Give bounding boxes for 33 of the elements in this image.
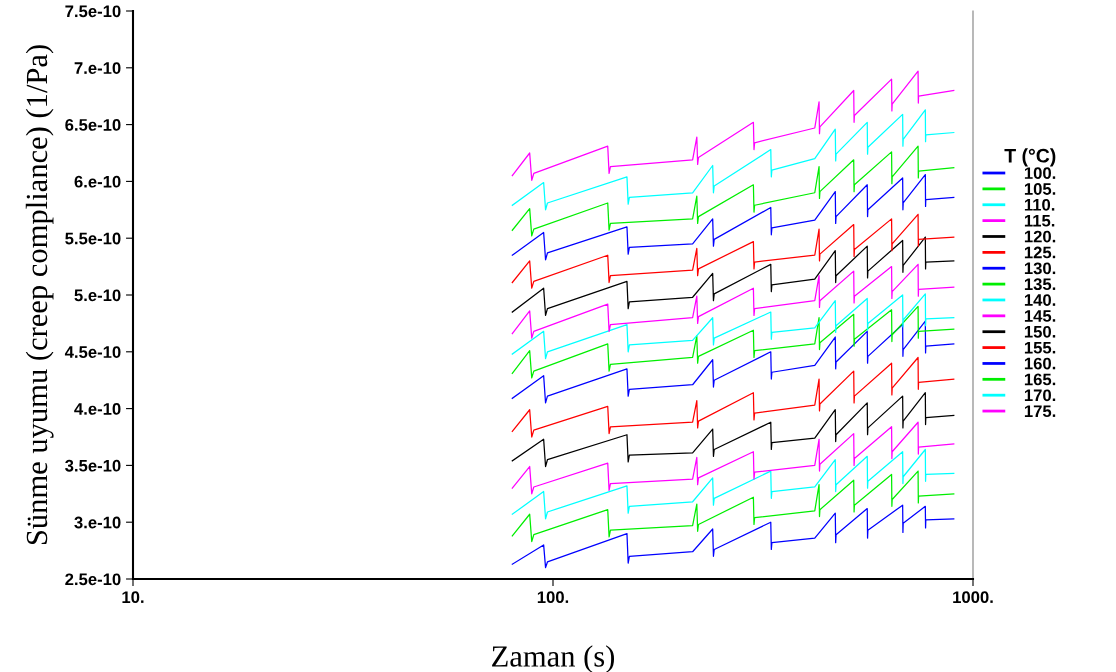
legend-label: 165.	[1024, 373, 1056, 386]
legend-label: 150.	[1024, 325, 1056, 338]
legend-label: 175.	[1024, 405, 1056, 418]
y-tick-label: 5.5e-10	[65, 232, 121, 245]
y-tick-label: 5.e-10	[74, 289, 121, 302]
x-tick-label: 100.	[537, 591, 569, 604]
y-tick-label: 2.5e-10	[65, 573, 121, 586]
legend-title: T (°C)	[1004, 148, 1056, 167]
legend-label: 125.	[1024, 246, 1056, 259]
legend-label: 155.	[1024, 341, 1056, 354]
legend-label: 135.	[1024, 278, 1056, 291]
x-axis-title: Zaman (s)	[492, 645, 615, 672]
legend-label: 170.	[1024, 389, 1056, 402]
y-tick-label: 7.e-10	[74, 62, 121, 74]
y-tick-label: 6.e-10	[74, 175, 121, 188]
y-tick-label: 4.5e-10	[64, 346, 121, 358]
y-tick-label: 3.e-10	[74, 516, 121, 529]
y-tick-label: 4.e-10	[74, 403, 121, 415]
x-tick-label: 10.	[122, 591, 144, 604]
legend-label: 110.	[1024, 198, 1055, 211]
legend-label: 130.	[1024, 262, 1056, 275]
legend-label: 145.	[1024, 310, 1056, 322]
y-tick-label: 3.5e-10	[65, 459, 121, 472]
x-tick-label: 1000.	[953, 591, 993, 604]
legend-label: 115.	[1024, 214, 1055, 227]
legend-label: 140.	[1024, 294, 1056, 306]
y-axis-title: Sünme uyumu (creep compliance) (1/Pa)	[25, 45, 54, 545]
y-tick-label: 6.5e-10	[65, 119, 121, 131]
legend-label: 105.	[1024, 183, 1056, 195]
legend-label: 120.	[1024, 230, 1056, 243]
legend-label: 160.	[1024, 357, 1056, 370]
legend-label: 100.	[1024, 167, 1056, 180]
y-tick-label: 7.5e-10	[65, 5, 121, 18]
